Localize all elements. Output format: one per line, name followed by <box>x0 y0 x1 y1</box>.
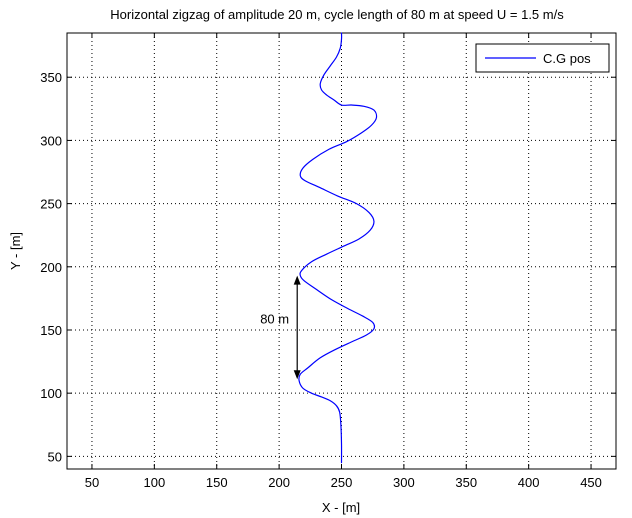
x-tick-label: 100 <box>143 475 165 490</box>
x-tick-label: 400 <box>518 475 540 490</box>
grid <box>67 33 616 469</box>
x-tick-label: 200 <box>268 475 290 490</box>
x-tick-label: 300 <box>393 475 415 490</box>
y-tick-label: 200 <box>40 260 62 275</box>
y-axis-label: Y - [m] <box>8 232 23 270</box>
y-tick-label: 50 <box>48 449 62 464</box>
y-tick-label: 150 <box>40 323 62 338</box>
y-tick-label: 300 <box>40 133 62 148</box>
tick-labels: 50 100 150 200 250 300 350 400 450 50 100 150 200 250… <box>40 70 602 490</box>
annotation-arrow-head-bottom <box>293 370 301 380</box>
legend: C.G pos <box>475 43 610 73</box>
y-tick-label: 100 <box>40 386 62 401</box>
x-axis-label: X - [m] <box>322 500 360 515</box>
y-tick-label: 250 <box>40 197 62 212</box>
x-tick-label: 50 <box>85 475 99 490</box>
y-tick-label: 350 <box>40 70 62 85</box>
x-tick-label: 350 <box>455 475 477 490</box>
x-tick-label: 150 <box>206 475 228 490</box>
x-tick-label: 450 <box>580 475 602 490</box>
chart-title: Horizontal zigzag of amplitude 20 m, cyc… <box>110 7 564 22</box>
annotation: 80 m <box>260 275 301 380</box>
annotation-arrow-head-top <box>293 275 301 285</box>
annotation-label: 80 m <box>260 311 289 326</box>
legend-label-cg-pos: C.G pos <box>543 51 591 66</box>
series-line-cg-pos <box>298 32 378 464</box>
plot-area <box>67 33 616 469</box>
x-tick-label: 250 <box>331 475 353 490</box>
